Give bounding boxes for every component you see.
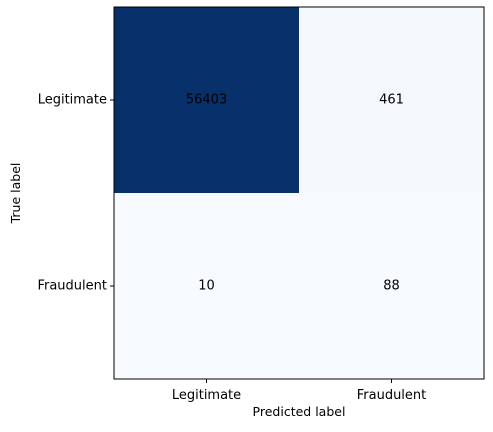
plot-frame	[113, 6, 485, 380]
x-tick-label: Fraudulent	[357, 388, 427, 403]
heatmap-cells	[114, 7, 484, 379]
y-axis-ticks: Legitimate Fraudulent	[37, 93, 114, 294]
x-axis-label: Predicted label	[253, 404, 346, 419]
y-tick-label: Fraudulent	[37, 279, 107, 294]
heatmap-cell	[114, 193, 299, 379]
heatmap-cell	[114, 7, 299, 193]
cell-value: 88	[383, 279, 400, 294]
cell-value-labels: 56403 461 10 88	[186, 93, 404, 294]
y-axis-label: True label	[8, 163, 23, 225]
x-tick-label: Legitimate	[172, 388, 241, 403]
heatmap-cell	[299, 7, 484, 193]
y-tick-label: Legitimate	[38, 93, 107, 108]
heatmap-cell	[299, 193, 484, 379]
cell-value: 56403	[186, 93, 227, 108]
cell-value: 10	[198, 279, 215, 294]
x-axis-ticks: Legitimate Fraudulent	[172, 379, 426, 403]
cell-value: 461	[379, 93, 404, 108]
